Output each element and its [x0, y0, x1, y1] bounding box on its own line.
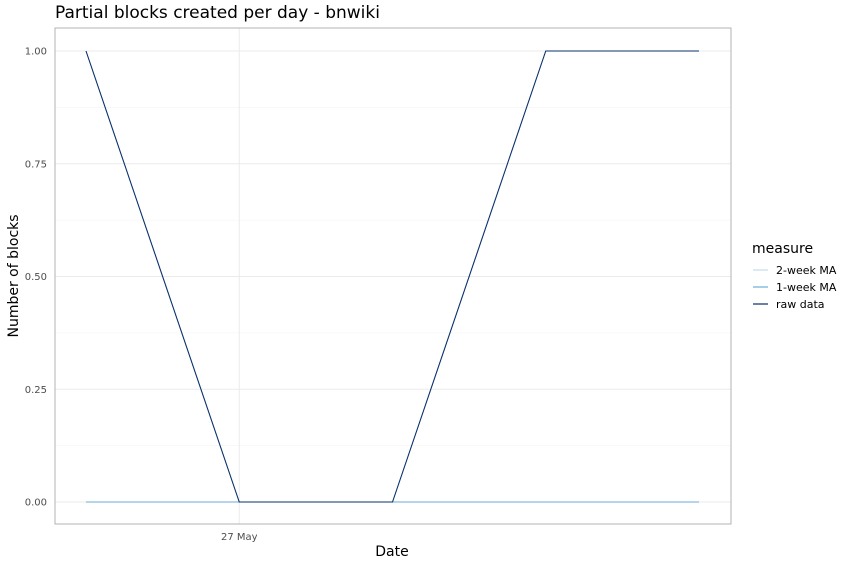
- legend-label: raw data: [776, 298, 825, 311]
- chart-title: Partial blocks created per day - bnwiki: [55, 3, 380, 23]
- plot-panel-border: [54, 27, 732, 525]
- x-axis-ticks: 27 May: [221, 532, 258, 543]
- x-tick-label: 27 May: [221, 532, 258, 543]
- y-axis-title: Number of blocks: [6, 214, 22, 337]
- grid-lines: [55, 28, 731, 524]
- y-tick-label: 1.00: [25, 47, 47, 58]
- legend-label: 2-week MA: [776, 264, 837, 277]
- legend: measure 2-week MA 1-week MA raw data: [752, 241, 837, 311]
- y-tick-label: 0.25: [25, 385, 47, 396]
- legend-title: measure: [752, 241, 813, 257]
- y-axis-ticks: 0.00 0.25 0.50 0.75 1.00: [25, 47, 47, 509]
- x-axis-title: Date: [375, 544, 408, 560]
- legend-label: 1-week MA: [776, 281, 837, 294]
- y-tick-label: 0.00: [25, 498, 47, 509]
- y-tick-label: 0.50: [25, 272, 47, 283]
- y-tick-label: 0.75: [25, 159, 47, 170]
- series-lines: [85, 50, 699, 503]
- series-line-raw-data: [85, 50, 699, 503]
